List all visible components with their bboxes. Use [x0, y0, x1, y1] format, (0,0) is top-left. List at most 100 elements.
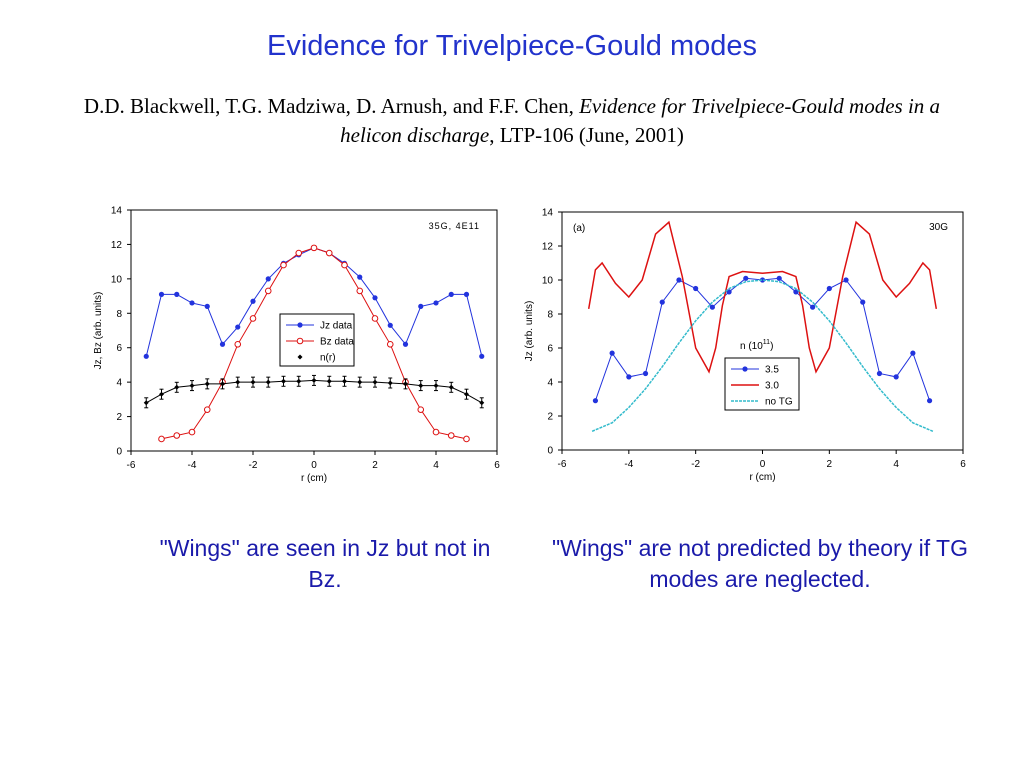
y-tick-label: 0 — [547, 446, 553, 457]
citation-details: , LTP-106 (June, 2001) — [489, 123, 684, 147]
data-point — [219, 341, 226, 347]
x-tick-label: 0 — [311, 460, 317, 471]
legend-marker — [296, 337, 304, 345]
x-axis-label: r (cm) — [301, 473, 327, 484]
data-point — [463, 435, 470, 443]
data-point — [463, 291, 470, 297]
y-tick-label: 14 — [542, 208, 554, 219]
y-axis-label: Jz (arb. units) — [524, 301, 535, 362]
y-tick-label: 12 — [111, 240, 123, 251]
series-3-0 — [587, 220, 938, 374]
legend-marker — [297, 322, 303, 328]
data-point — [220, 381, 225, 387]
data-point — [479, 353, 485, 359]
x-tick-label: -2 — [691, 459, 700, 470]
citation-authors: D.D. Blackwell, T.G. Madziwa, D. Arnush,… — [83, 94, 580, 118]
data-point — [659, 299, 665, 305]
data-point — [325, 249, 333, 257]
data-point — [810, 304, 816, 310]
data-point — [876, 370, 883, 377]
data-point — [296, 378, 302, 384]
data-point — [910, 350, 916, 356]
chart-annotation: 35G, 4E11 — [429, 221, 480, 231]
data-point — [159, 391, 164, 397]
legend-marker — [742, 366, 748, 372]
x-tick-label: 6 — [494, 460, 500, 471]
data-point — [926, 398, 933, 404]
data-point — [826, 285, 832, 292]
panel-label: (a) — [573, 223, 585, 234]
data-point — [626, 374, 632, 380]
data-point — [433, 383, 439, 389]
data-point — [250, 379, 256, 385]
data-point — [204, 381, 210, 387]
data-point — [448, 291, 454, 297]
y-tick-label: 2 — [547, 412, 553, 423]
legend-label: Jz data — [320, 321, 353, 332]
y-tick-label: 14 — [111, 206, 123, 217]
x-tick-label: -6 — [558, 459, 567, 470]
y-axis-label: Jz, Bz (arb. units) — [93, 292, 104, 370]
data-point — [433, 300, 439, 306]
data-point — [464, 391, 469, 397]
data-point — [387, 380, 393, 386]
data-point — [158, 435, 165, 443]
data-point — [188, 428, 196, 436]
data-point — [709, 304, 715, 310]
data-point — [204, 303, 210, 309]
data-point — [642, 370, 649, 377]
data-point — [793, 289, 799, 295]
x-tick-label: 4 — [433, 460, 439, 471]
data-point — [403, 381, 408, 387]
data-point — [447, 432, 455, 439]
data-point — [235, 324, 241, 330]
data-point — [357, 379, 363, 385]
x-axis-label: r (cm) — [749, 472, 775, 483]
data-point — [448, 384, 454, 390]
data-point — [357, 274, 363, 280]
legend-title: n (1011) — [740, 339, 773, 352]
legend-label: no TG — [765, 397, 793, 408]
legend-label: Bz data — [320, 337, 354, 348]
y-tick-label: 8 — [116, 309, 122, 320]
y-tick-label: 0 — [116, 447, 122, 458]
legend-label: 3.0 — [765, 381, 779, 392]
legend-label: n(r) — [320, 353, 336, 364]
x-tick-label: -2 — [249, 460, 258, 471]
chart-annotation: 30G — [929, 222, 948, 233]
data-point — [759, 277, 766, 283]
legend-box — [279, 313, 355, 367]
data-point — [173, 432, 181, 439]
data-point — [609, 350, 615, 356]
data-point — [371, 315, 379, 322]
legend: n (1011) 3.5 3.0 no TG — [724, 339, 800, 411]
data-point — [372, 295, 378, 301]
series-bz-data — [158, 244, 470, 443]
y-tick-label: 8 — [547, 310, 553, 321]
chart-1: -6 -4 -2 0 2 4 6 0 2 4 6 8 10 12 14 r (cm) Jz, Bz (arb. … — [93, 206, 500, 485]
y-tick-label: 6 — [116, 343, 122, 354]
data-point — [693, 285, 699, 292]
data-point — [341, 261, 348, 269]
chart-2: -6 -4 -2 0 2 4 6 0 2 4 6 8 10 12 14 r (cm) Jz (arb. unit… — [524, 208, 966, 484]
data-point — [203, 406, 211, 413]
series-no-tg — [591, 279, 934, 432]
series-line — [591, 279, 934, 432]
y-tick-label: 2 — [116, 412, 122, 423]
data-point — [158, 291, 165, 297]
data-point — [743, 275, 749, 281]
data-point — [342, 378, 347, 384]
data-point — [280, 261, 287, 269]
data-point — [402, 341, 409, 347]
data-point — [189, 383, 195, 389]
data-point — [189, 300, 195, 306]
y-tick-label: 4 — [547, 378, 553, 389]
data-point — [676, 277, 682, 283]
data-point — [295, 249, 303, 257]
data-point — [372, 379, 378, 385]
x-tick-label: 2 — [827, 459, 833, 470]
data-point — [250, 298, 256, 304]
y-tick-label: 4 — [116, 378, 122, 389]
data-point — [265, 276, 271, 282]
data-point — [387, 322, 393, 328]
